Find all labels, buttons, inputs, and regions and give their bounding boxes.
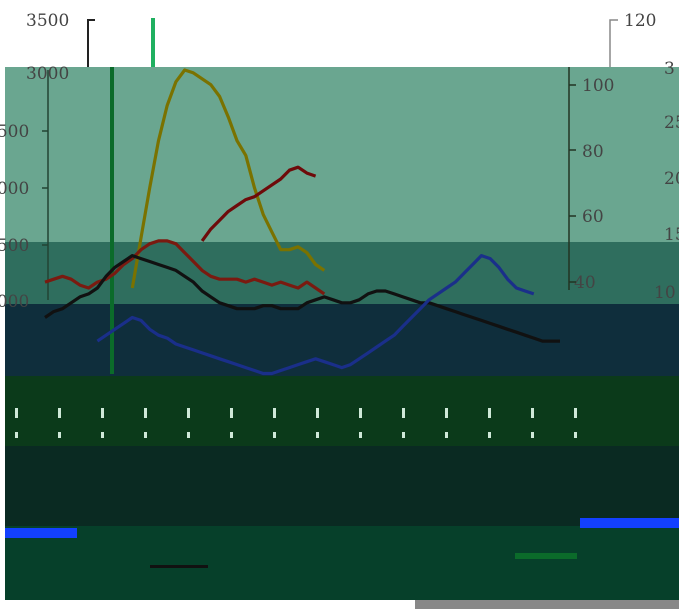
right-inner-ticks [569,84,576,283]
right-far-tick-label: 15 [664,225,679,245]
lower-tick-mark [402,432,405,438]
right-far-tick-label: 25 [664,113,679,133]
right-inner-tick-label: 80 [582,142,604,162]
lower-tick-mark [101,432,104,438]
left-inner-tick-label: 2500 [0,122,29,142]
right-far-tick-label: 3 [664,59,675,79]
lower-tick-mark [15,408,18,418]
right-outer-tick-label: 120 [624,11,656,31]
lower-tick-mark [531,408,534,418]
lower-tick-mark [316,432,319,438]
series-line-navy [96,254,535,376]
lower-tick-mark [531,432,534,438]
bottom-gray-bar [415,600,679,609]
lower-tick-mark [144,408,147,418]
lower-tick-mark [230,408,233,418]
right-far-tick-label: 20 [664,169,679,189]
left-outer-tick-label: 3500 [26,11,69,31]
lower-tick-mark [273,432,276,438]
series-line-olive [130,68,326,289]
left-inner-ticks [42,130,48,246]
series-layer [44,68,560,376]
lower-tick-mark [58,408,61,418]
legend-green-line [515,553,577,559]
lower-tick-mark [187,432,190,438]
lower-tick-mark [230,432,233,438]
lower-tick-mark [273,408,276,418]
lower-tick-mark [488,408,491,418]
lower-tick-mark [187,408,190,418]
lower-tick-mark [402,408,405,418]
left-outer-axis-line [87,19,95,67]
dark-lower-band [5,446,679,526]
left-inner-tick-label: 1000 [0,292,29,312]
lower-tick-mark [58,432,61,438]
lower-tick-mark [445,432,448,438]
lower-tick-marks [15,408,577,438]
right-inner-tick-label: 40 [574,273,596,293]
lower-tick-mark [101,408,104,418]
green-band [5,376,679,446]
lower-tick-mark [144,432,147,438]
series-line-black [44,254,560,343]
lower-tick-mark [316,408,319,418]
blue-strip-left [5,528,77,538]
right-inner-tick-label: 100 [582,76,614,96]
lower-tick-mark [574,432,577,438]
lower-tick-mark [488,432,491,438]
lower-tick-mark [445,408,448,418]
lower-tick-mark [359,432,362,438]
dark-band [5,304,679,376]
lower-tick-mark [15,432,18,438]
series-line-maroon_light [44,239,326,296]
lower-tick-mark [359,408,362,418]
right-far-tick-label: 10 [654,283,676,303]
lower-tick-mark [574,408,577,418]
left-inner-tick-label: 1500 [0,236,29,256]
top-panel [5,67,679,242]
series-line-maroon [200,165,317,242]
legend-dark-line [150,565,208,568]
right-inner-tick-label: 60 [582,207,604,227]
bottom-band [5,526,679,600]
left-outer-tick-label: 3000 [26,64,69,84]
left-inner-tick-label: 2000 [0,179,29,199]
blue-strip-right [580,518,679,528]
right-outer-axis-line [609,19,618,67]
